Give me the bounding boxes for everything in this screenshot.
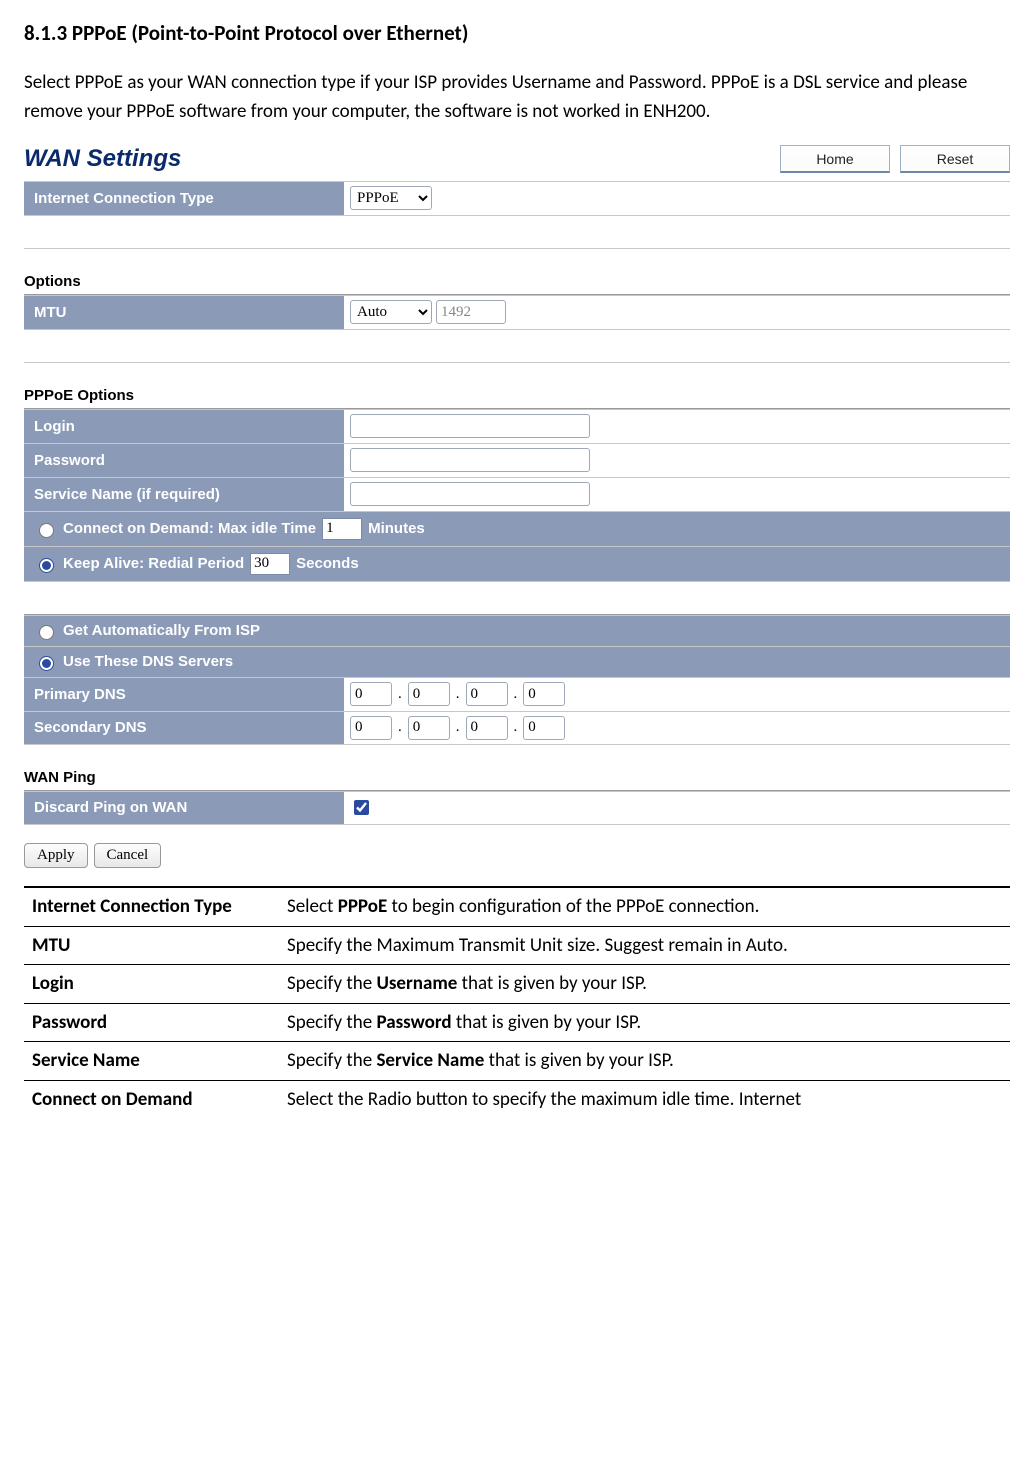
input-redial-period[interactable]	[250, 553, 290, 575]
desc-term: Password	[24, 1003, 279, 1042]
desc-term: Service Name	[24, 1042, 279, 1081]
footer-buttons: Apply Cancel	[24, 843, 1010, 868]
table-row: Connect on DemandSelect the Radio button…	[24, 1081, 1010, 1119]
row-connection-type: Internet Connection Type PPPoE	[24, 181, 1010, 215]
input-primary-dns-4[interactable]	[523, 682, 565, 706]
radio-keep-alive[interactable]	[39, 558, 54, 573]
row-keep-alive: Keep Alive: Redial Period Seconds	[24, 546, 1010, 582]
table-row: LoginSpecify the Username that is given …	[24, 965, 1010, 1004]
input-secondary-dns-4[interactable]	[523, 716, 565, 740]
wan-settings-panel: WAN Settings Home Reset Internet Connect…	[24, 141, 1010, 868]
label-dns-manual: Use These DNS Servers	[63, 653, 233, 670]
desc-text: Select the Radio button to specify the m…	[279, 1081, 1010, 1119]
row-connect-on-demand: Connect on Demand: Max idle Time Minutes	[24, 511, 1010, 546]
home-button[interactable]: Home	[780, 145, 890, 173]
cancel-button[interactable]: Cancel	[94, 843, 162, 868]
input-mtu-value[interactable]	[436, 300, 506, 324]
panel-header-buttons: Home Reset	[780, 145, 1010, 173]
table-row: MTUSpecify the Maximum Transmit Unit siz…	[24, 926, 1010, 965]
desc-text: Specify the Username that is given by yo…	[279, 965, 1010, 1004]
input-primary-dns-3[interactable]	[466, 682, 508, 706]
heading-pppoe-options: PPPoE Options	[24, 387, 1010, 404]
radio-connect-on-demand[interactable]	[39, 523, 54, 538]
heading-wan-ping: WAN Ping	[24, 769, 1010, 786]
desc-text: Select PPPoE to begin configuration of t…	[279, 887, 1010, 926]
label-connection-type: Internet Connection Type	[24, 182, 344, 215]
section-heading: 8.1.3 PPPoE (Point-to-Point Protocol ove…	[24, 20, 1010, 46]
row-mtu: MTU Auto	[24, 295, 1010, 329]
input-primary-dns-1[interactable]	[350, 682, 392, 706]
table-row: Internet Connection TypeSelect PPPoE to …	[24, 887, 1010, 926]
label-primary-dns: Primary DNS	[24, 678, 344, 711]
description-table: Internet Connection TypeSelect PPPoE to …	[24, 886, 1010, 1119]
desc-term: Login	[24, 965, 279, 1004]
select-mtu-mode[interactable]: Auto	[350, 300, 432, 324]
label-connect-on-demand-post: Minutes	[368, 520, 425, 537]
input-service-name[interactable]	[350, 482, 590, 506]
desc-term: MTU	[24, 926, 279, 965]
desc-term: Internet Connection Type	[24, 887, 279, 926]
radio-dns-auto[interactable]	[39, 625, 54, 640]
row-service-name: Service Name (if required)	[24, 477, 1010, 511]
row-login: Login	[24, 409, 1010, 443]
desc-text: Specify the Service Name that is given b…	[279, 1042, 1010, 1081]
reset-button[interactable]: Reset	[900, 145, 1010, 173]
input-secondary-dns-2[interactable]	[408, 716, 450, 740]
row-discard-ping: Discard Ping on WAN	[24, 791, 1010, 825]
label-keep-alive-post: Seconds	[296, 555, 359, 572]
apply-button[interactable]: Apply	[24, 843, 88, 868]
label-service-name: Service Name (if required)	[24, 478, 344, 511]
desc-term: Connect on Demand	[24, 1081, 279, 1119]
label-secondary-dns: Secondary DNS	[24, 712, 344, 744]
input-max-idle-time[interactable]	[322, 518, 362, 540]
heading-options: Options	[24, 273, 1010, 290]
intro-paragraph: Select PPPoE as your WAN connection type…	[24, 68, 1010, 127]
input-secondary-dns-1[interactable]	[350, 716, 392, 740]
checkbox-discard-ping[interactable]	[354, 800, 369, 815]
label-dns-auto: Get Automatically From ISP	[63, 622, 260, 639]
section-number: 8.1.3	[24, 20, 67, 46]
panel-title: WAN Settings	[24, 145, 181, 173]
label-discard-ping: Discard Ping on WAN	[24, 792, 344, 824]
select-connection-type[interactable]: PPPoE	[350, 186, 432, 210]
panel-header: WAN Settings Home Reset	[24, 141, 1010, 181]
row-dns-manual: Use These DNS Servers	[24, 646, 1010, 677]
label-password: Password	[24, 444, 344, 477]
label-keep-alive-pre: Keep Alive: Redial Period	[63, 555, 244, 572]
section-title-text: PPPoE (Point-to-Point Protocol over Ethe…	[72, 20, 468, 46]
radio-dns-manual[interactable]	[39, 656, 54, 671]
input-primary-dns-2[interactable]	[408, 682, 450, 706]
input-secondary-dns-3[interactable]	[466, 716, 508, 740]
row-secondary-dns: Secondary DNS . . .	[24, 711, 1010, 745]
label-login: Login	[24, 410, 344, 443]
table-row: Service NameSpecify the Service Name tha…	[24, 1042, 1010, 1081]
row-dns-auto: Get Automatically From ISP	[24, 615, 1010, 646]
desc-text: Specify the Maximum Transmit Unit size. …	[279, 926, 1010, 965]
label-connect-on-demand-pre: Connect on Demand: Max idle Time	[63, 520, 316, 537]
input-password[interactable]	[350, 448, 590, 472]
desc-text: Specify the Password that is given by yo…	[279, 1003, 1010, 1042]
table-row: PasswordSpecify the Password that is giv…	[24, 1003, 1010, 1042]
label-mtu: MTU	[24, 296, 344, 329]
row-password: Password	[24, 443, 1010, 477]
input-login[interactable]	[350, 414, 590, 438]
row-primary-dns: Primary DNS . . .	[24, 677, 1010, 711]
